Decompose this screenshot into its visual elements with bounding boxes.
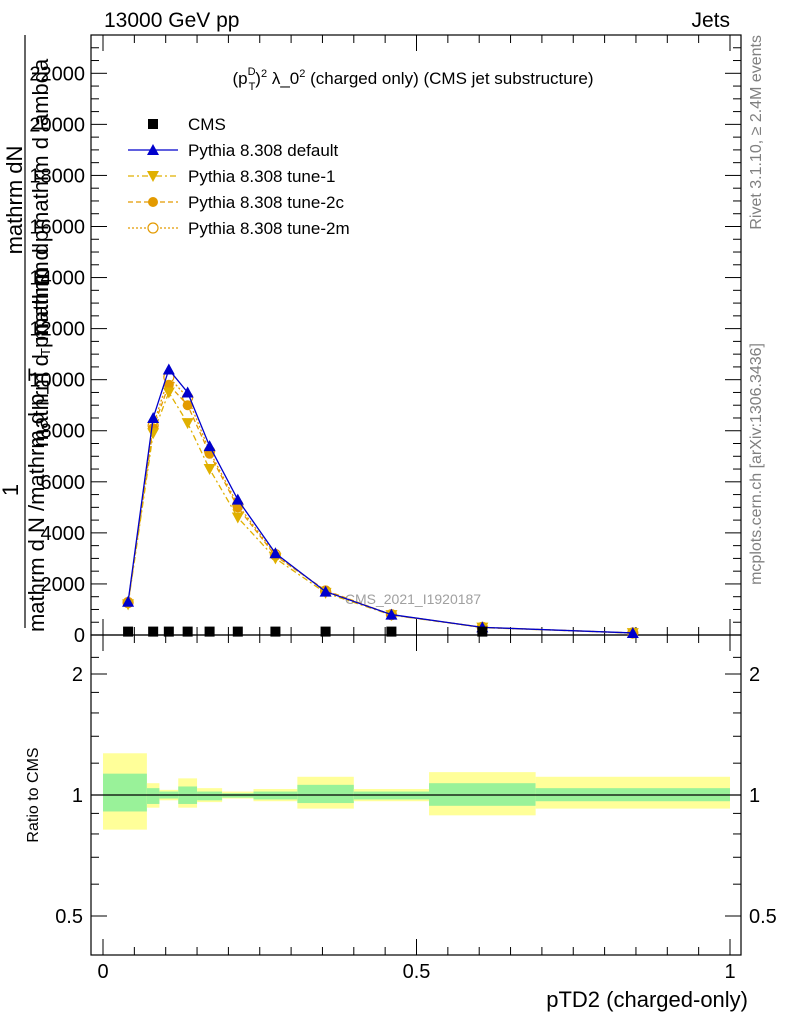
series-point xyxy=(204,626,215,637)
y-tick-label: 18000 xyxy=(29,165,85,187)
ratio-band-inner xyxy=(146,788,160,804)
y-axis-label-part: mathrm d pmathrm d xyxy=(28,243,53,447)
series-point xyxy=(477,626,488,637)
y-axis-label-part: mathrm dN xyxy=(2,146,27,255)
y-tick-label: 0 xyxy=(74,625,85,647)
y-axis-label-part: 1 xyxy=(0,484,23,496)
legend-item: Pythia 8.308 tune-2c xyxy=(128,193,344,212)
header-left: 13000 GeV pp xyxy=(104,9,240,32)
ratio-y-axis-label: Ratio to CMS xyxy=(25,747,42,842)
y-tick-label: 12000 xyxy=(29,319,85,341)
series-point xyxy=(231,493,244,505)
series-point xyxy=(203,464,216,476)
legend-item: Pythia 8.308 default xyxy=(128,141,339,160)
ratio-band-inner xyxy=(103,773,147,812)
series-point xyxy=(162,363,175,375)
legend-swatch-marker xyxy=(147,171,159,182)
mcplots-label: mcplots.cern.ch [arXiv:1306.3436] xyxy=(748,343,765,585)
series-point xyxy=(626,626,639,638)
legend-label: Pythia 8.308 default xyxy=(188,141,339,160)
series-point xyxy=(386,626,397,637)
rivet-version-label: Rivet 3.1.10, ≥ 2.4M events xyxy=(748,35,765,230)
series-point xyxy=(203,440,216,452)
series-point xyxy=(269,547,282,559)
watermark: CMS_2021_I1920187 xyxy=(345,591,481,607)
y-tick-label: 10000 xyxy=(29,370,85,392)
y-axis-label-part: mathrm d N /mathrm d p_T xyxy=(24,368,49,632)
series-point xyxy=(182,626,193,637)
series-point xyxy=(147,428,160,440)
series-point xyxy=(182,400,193,411)
series-point xyxy=(319,585,332,597)
y-tick-label: 6000 xyxy=(41,472,86,494)
ratio-y-tick-label: 1 xyxy=(72,785,83,807)
series-point xyxy=(148,626,159,637)
y-tick-label: 2000 xyxy=(41,574,86,596)
series-point xyxy=(231,512,244,524)
series-point xyxy=(123,626,134,637)
series-point xyxy=(181,386,194,398)
legend-swatch-marker xyxy=(148,119,158,129)
y-tick-label: 16000 xyxy=(29,216,85,238)
series-point xyxy=(270,626,281,637)
y-tick-label: 14000 xyxy=(29,268,85,290)
legend-label: Pythia 8.308 tune-2c xyxy=(188,193,344,212)
series-point xyxy=(163,626,174,637)
y-tick-label: 4000 xyxy=(41,523,86,545)
series-point xyxy=(232,626,243,637)
x-tick-label: 0.5 xyxy=(403,961,431,983)
y-tick-label: 8000 xyxy=(41,421,86,443)
legend: CMS Pythia 8.308 default Pythia 8.308 tune… xyxy=(128,115,350,238)
ratio-band-inner xyxy=(197,791,223,801)
y-axis-label-part: mathrm d pmathrm d lambda xyxy=(28,58,53,341)
legend-label: Pythia 8.308 tune-1 xyxy=(188,167,335,186)
legend-swatch-marker xyxy=(147,222,159,234)
ratio-y-tick-label: 0.5 xyxy=(55,906,83,928)
y-tick-label: 20000 xyxy=(29,114,85,136)
legend-item: Pythia 8.308 tune-2m xyxy=(128,219,350,238)
x-tick-label: 1 xyxy=(724,961,735,983)
legend-item: Pythia 8.308 tune-1 xyxy=(128,167,335,186)
series-point xyxy=(147,411,160,423)
series-point xyxy=(232,502,243,513)
legend-label: Pythia 8.308 tune-2m xyxy=(188,219,350,238)
legend-label: CMS xyxy=(188,115,226,134)
ratio-band-inner xyxy=(297,784,354,804)
ratio-y-tick-label-right: 1 xyxy=(749,785,760,807)
ratio-y-tick-label-right: 0.5 xyxy=(749,906,777,928)
legend-swatch-marker xyxy=(147,144,159,155)
legend-swatch-marker xyxy=(148,197,158,207)
series-point xyxy=(122,595,135,607)
series-point xyxy=(162,387,175,399)
y-tick-label: 22000 xyxy=(29,63,85,85)
x-tick-label: 0 xyxy=(97,961,108,983)
y-axis-label-sub: T xyxy=(38,348,53,356)
legend-item: CMS xyxy=(148,115,226,134)
header-right: Jets xyxy=(691,9,730,32)
ratio-y-tick-label-right: 2 xyxy=(749,664,760,686)
series-point xyxy=(385,608,398,620)
series-pythia-8-308-default xyxy=(122,363,639,638)
series-point xyxy=(181,418,194,430)
series-point xyxy=(163,379,174,390)
series-cms xyxy=(123,626,488,637)
chart-title: (pD T)2 λ_02 (charged only) (CMS jet subs… xyxy=(232,66,593,93)
x-axis-label: pTD2 (charged-only) xyxy=(546,987,748,1012)
series-point xyxy=(320,626,331,637)
ratio-y-tick-label: 2 xyxy=(72,664,83,686)
